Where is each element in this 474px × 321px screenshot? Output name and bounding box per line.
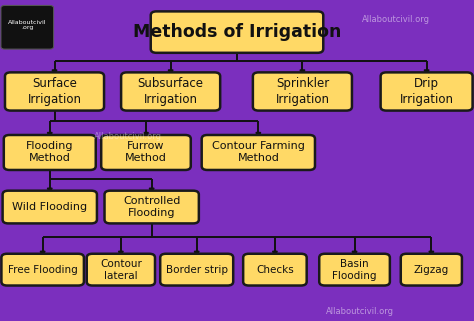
Text: Allaboutcivil.org: Allaboutcivil.org bbox=[326, 307, 394, 316]
Text: Sprinkler
Irrigation: Sprinkler Irrigation bbox=[275, 77, 329, 106]
Text: Allaboutcivil.org: Allaboutcivil.org bbox=[94, 132, 162, 141]
Text: Wild Flooding: Wild Flooding bbox=[12, 202, 87, 212]
Text: Drip
Irrigation: Drip Irrigation bbox=[400, 77, 454, 106]
FancyBboxPatch shape bbox=[87, 254, 155, 286]
Text: Allaboutcivil
.org: Allaboutcivil .org bbox=[8, 20, 46, 30]
Text: Surface
Irrigation: Surface Irrigation bbox=[27, 77, 82, 106]
Text: Basin
Flooding: Basin Flooding bbox=[332, 259, 377, 281]
Text: Border strip: Border strip bbox=[166, 265, 228, 275]
Text: Flooding
Method: Flooding Method bbox=[26, 142, 73, 163]
FancyBboxPatch shape bbox=[1, 254, 84, 286]
FancyBboxPatch shape bbox=[151, 11, 323, 53]
FancyBboxPatch shape bbox=[1, 5, 54, 49]
Text: Checks: Checks bbox=[256, 265, 294, 275]
Text: Contour
lateral: Contour lateral bbox=[100, 259, 142, 281]
Text: Zigzag: Zigzag bbox=[414, 265, 449, 275]
Text: Contour Farming
Method: Contour Farming Method bbox=[212, 142, 305, 163]
Text: Subsurface
Irrigation: Subsurface Irrigation bbox=[137, 77, 204, 106]
FancyBboxPatch shape bbox=[319, 254, 390, 286]
Text: Controlled
Flooding: Controlled Flooding bbox=[123, 196, 181, 218]
FancyBboxPatch shape bbox=[3, 191, 97, 223]
FancyBboxPatch shape bbox=[101, 135, 191, 170]
Text: Free Flooding: Free Flooding bbox=[8, 265, 78, 275]
FancyBboxPatch shape bbox=[121, 73, 220, 110]
FancyBboxPatch shape bbox=[381, 73, 473, 110]
FancyBboxPatch shape bbox=[202, 135, 315, 170]
FancyBboxPatch shape bbox=[253, 73, 352, 110]
FancyBboxPatch shape bbox=[104, 191, 199, 223]
Text: Allaboutcivil.org: Allaboutcivil.org bbox=[362, 15, 430, 24]
Text: Furrow
Method: Furrow Method bbox=[125, 142, 167, 163]
Text: Methods of Irrigation: Methods of Irrigation bbox=[133, 23, 341, 41]
FancyBboxPatch shape bbox=[401, 254, 462, 286]
FancyBboxPatch shape bbox=[243, 254, 307, 286]
FancyBboxPatch shape bbox=[4, 135, 96, 170]
FancyBboxPatch shape bbox=[5, 73, 104, 110]
FancyBboxPatch shape bbox=[160, 254, 233, 286]
